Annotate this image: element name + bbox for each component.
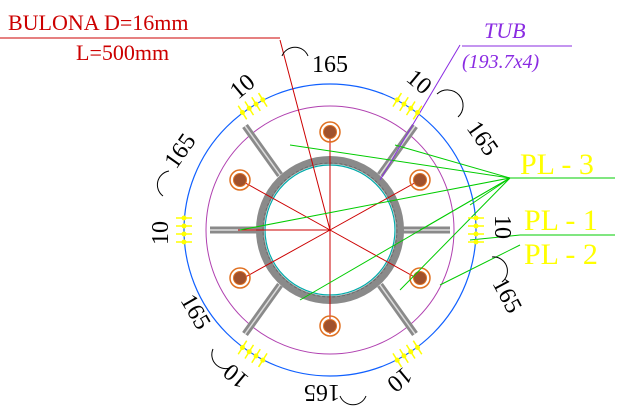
dim-10-right: 10 <box>489 215 515 239</box>
bolt-circle-icon <box>409 267 431 289</box>
weld-mark <box>392 92 423 120</box>
bolt-label-line1: BULONA D=16mm <box>8 10 188 35</box>
tube-label-line2: (193.7x4) <box>462 51 540 73</box>
bolt-circle-icon <box>319 315 341 337</box>
tube-label-line1: TUB <box>484 18 526 43</box>
bolt-circle-icon <box>229 169 251 191</box>
dim-165-top: 165 <box>312 52 348 78</box>
bolt-label-line2: L=500mm <box>76 40 169 65</box>
dim-10-lower-right: 10 <box>382 361 417 396</box>
dim-165-lower-left: 165 <box>175 290 216 334</box>
weld-mark <box>468 215 484 245</box>
dim-165-lower-right: 165 <box>487 274 527 318</box>
dim-10-upper-left: 10 <box>225 69 260 104</box>
pl2-label: PL - 2 <box>524 238 598 271</box>
anchor-bolts <box>229 121 431 337</box>
bolt-circle-icon <box>229 267 251 289</box>
weld-mark <box>237 92 268 120</box>
dim-165-upper-right: 165 <box>461 117 503 161</box>
pl1-label: PL - 1 <box>524 204 598 237</box>
bolt-circle-icon <box>319 121 341 143</box>
weld-mark <box>237 340 268 368</box>
base-plate-outline <box>183 83 477 377</box>
bolt-pitch-circle <box>205 105 455 355</box>
weld-symbols <box>176 92 484 368</box>
pl3-label: PL - 3 <box>520 148 594 181</box>
dimension-arcs <box>156 46 508 406</box>
dim-165-bottom: 165 <box>304 379 340 405</box>
weld-mark <box>392 340 423 368</box>
plate-leader-lines <box>239 144 521 301</box>
weld-mark <box>176 215 192 245</box>
dim-10-lower-left: 10 <box>219 358 254 393</box>
dim-165-upper-left: 165 <box>160 129 202 173</box>
bolt-circle-icon <box>409 169 431 191</box>
dim-10-left: 10 <box>148 221 174 245</box>
